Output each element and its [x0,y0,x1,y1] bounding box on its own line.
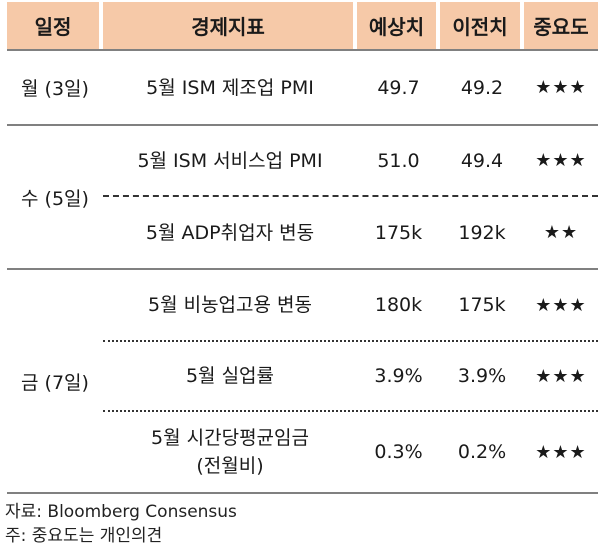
indicator-cell: 5월 시간당평균임금 (전월비) [103,412,357,492]
previous-cell: 49.4 [460,149,504,172]
indicator-cell: 5월 ADP취업자 변동 [145,221,315,244]
indicator-line-1: 5월 시간당평균임금 [151,427,309,449]
importance-cell: ★★★ [535,294,587,316]
group-date: 금 (7일) [21,371,89,394]
table-row: 5월 시간당평균임금 (전월비) 0.3% 0.2% ★★★ [103,410,598,492]
header-expected: 예상치 [357,2,436,49]
group-monday: 월 (3일) 5월 ISM 제조업 PMI 49.7 49.2 ★★★ [7,49,598,124]
importance-cell: ★★★ [535,441,587,463]
expected-cell: 180k [374,294,423,316]
indicator-line-2: (전월비) [196,455,264,477]
previous-cell: 175k [458,294,506,316]
header-indicator: 경제지표 [103,2,353,49]
group-rows: 5월 비농업고용 변동 180k 175k ★★★ 5월 실업률 3.9% 3.… [103,270,598,492]
header-previous: 이전치 [440,2,520,49]
previous-cell: 49.2 [460,76,504,99]
importance-note: 주: 중요도는 개인의견 [5,526,163,546]
footnotes: 자료: Bloomberg Consensus 주: 중요도는 개인의견 [5,500,237,548]
table-row: 5월 비농업고용 변동 180k 175k ★★★ [103,270,598,340]
expected-cell: 3.9% [374,365,423,387]
indicator-cell: 5월 비농업고용 변동 [147,294,312,316]
header-date: 일정 [7,2,99,49]
table-row: 5월 ISM 제조업 PMI 49.7 49.2 ★★★ [103,51,598,124]
group-date: 월 (3일) [21,78,89,100]
header-importance: 중요도 [524,2,598,49]
economic-calendar-table: 일정 경제지표 예상치 이전치 중요도 월 (3일) 5월 ISM 제조업 PM… [7,2,598,494]
expected-cell: 49.7 [377,76,420,99]
expected-cell: 0.3% [374,441,423,463]
importance-cell: ★★★ [535,77,587,98]
source-note: 자료: Bloomberg Consensus [5,502,237,522]
expected-cell: 175k [374,221,423,244]
group-wednesday: 수 (5일) 5월 ISM 서비스업 PMI 51.0 49.4 ★★★ 5월 … [7,124,598,268]
expected-cell: 51.0 [377,149,420,172]
previous-cell: 0.2% [457,441,507,463]
importance-cell: ★★★ [535,365,587,387]
previous-cell: 192k [458,221,506,244]
group-date: 수 (5일) [21,187,89,210]
table-header: 일정 경제지표 예상치 이전치 중요도 [7,2,598,49]
group-rows: 5월 ISM 서비스업 PMI 51.0 49.4 ★★★ 5월 ADP취업자 … [103,126,598,268]
indicator-cell: 5월 실업률 [185,365,275,387]
table-row: 5월 ISM 서비스업 PMI 51.0 49.4 ★★★ [103,126,598,195]
table-row: 5월 ADP취업자 변동 175k 192k ★★ [103,195,598,268]
group-rows: 5월 ISM 제조업 PMI 49.7 49.2 ★★★ [103,51,598,124]
group-friday: 금 (7일) 5월 비농업고용 변동 180k 175k ★★★ 5월 실업률 … [7,268,598,494]
indicator-cell: 5월 ISM 서비스업 PMI [137,149,323,172]
previous-cell: 3.9% [457,365,507,387]
table-row: 5월 실업률 3.9% 3.9% ★★★ [103,340,598,410]
importance-cell: ★★ [543,222,579,243]
importance-cell: ★★★ [535,150,587,171]
indicator-cell: 5월 ISM 제조업 PMI [146,76,314,99]
